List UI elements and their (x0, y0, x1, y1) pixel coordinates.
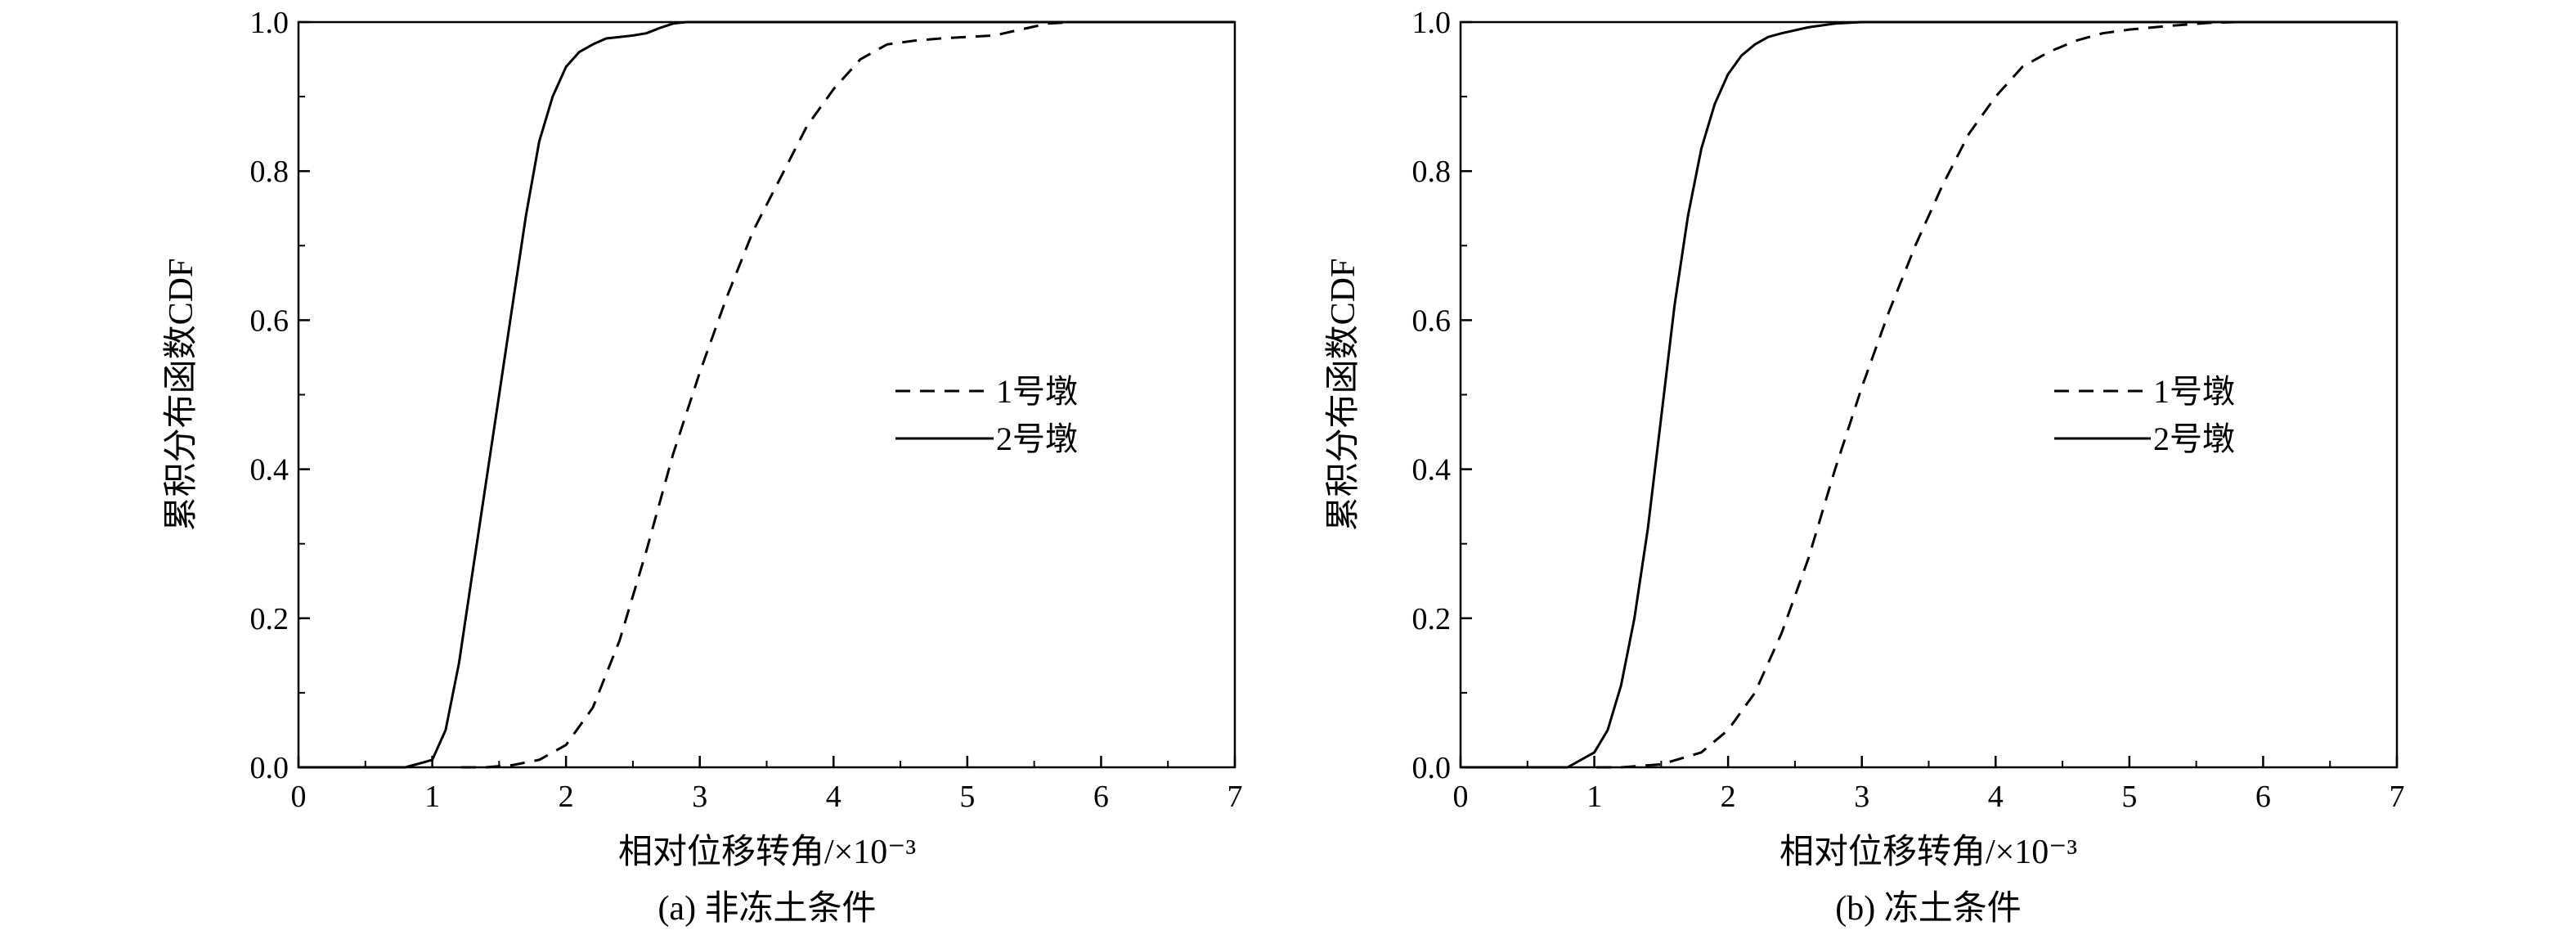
chart-panel-b: 0 1 2 3 4 5 6 70.00.20.40.60.81.01号墩2号墩相对位移转角/×… (1325, 6, 2405, 928)
y-axis-label: 累积分布函数CDF (1325, 258, 1362, 532)
panel-caption: (a) 非冻土条件 (657, 889, 876, 928)
x-tick-label: 3 (1854, 780, 1869, 814)
y-tick-label: 1.0 (250, 6, 289, 40)
legend-label-1: 1号墩 (2153, 373, 2235, 410)
y-tick-label: 0.4 (1412, 453, 1452, 488)
x-tick-label: 1 (424, 780, 440, 814)
legend-label-1: 1号墩 (996, 373, 1078, 410)
series-line-1 (1621, 20, 2397, 769)
series-line-1 (485, 20, 1235, 769)
y-tick-label: 0.4 (250, 453, 289, 488)
y-tick-label: 0.2 (1412, 602, 1452, 636)
legend-label-2: 2号墩 (996, 420, 1078, 457)
y-tick-label: 0.6 (1412, 303, 1452, 338)
y-tick-label: 0.8 (1412, 155, 1452, 189)
x-axis-label: 相对位移转角/×10⁻³ (618, 833, 916, 871)
series-line-2 (365, 20, 1235, 769)
y-tick-label: 0.2 (250, 602, 289, 636)
y-tick-label: 0.0 (1412, 751, 1452, 785)
x-tick-label: 2 (559, 780, 574, 814)
chart-panel-a: 0 1 2 3 4 5 6 70.00.20.40.60.81.01号墩2号墩相对位移转角/×… (163, 6, 1243, 928)
legend-label-2: 2号墩 (2153, 420, 2235, 457)
y-tick-label: 0.6 (250, 303, 289, 338)
x-tick-label: 6 (1093, 780, 1109, 814)
plot-frame (297, 20, 1236, 769)
x-tick-label: 4 (1988, 780, 2004, 814)
x-tick-label: 3 (692, 780, 707, 814)
x-tick-label: 5 (959, 780, 975, 814)
x-tick-label: 4 (826, 780, 841, 814)
x-tick-label: 1 (1586, 780, 1602, 814)
plot-frame (1459, 20, 2399, 769)
x-tick-label: 2 (1721, 780, 1736, 814)
x-tick-label: 6 (2255, 780, 2271, 814)
y-axis-label: 累积分布函数CDF (163, 258, 200, 532)
x-tick-label: 0 (291, 780, 307, 814)
y-tick-label: 0.8 (250, 155, 289, 189)
x-tick-label: 7 (2390, 780, 2405, 814)
series-line-2 (1527, 20, 2397, 769)
y-tick-label: 1.0 (1412, 6, 1452, 40)
y-tick-label: 0.0 (250, 751, 289, 785)
x-tick-label: 0 (1453, 780, 1469, 814)
x-tick-label: 7 (1227, 780, 1243, 814)
x-tick-label: 5 (2121, 780, 2137, 814)
x-axis-label: 相对位移转角/×10⁻³ (1779, 833, 2077, 871)
panel-caption: (b) 冻土条件 (1835, 889, 2021, 928)
